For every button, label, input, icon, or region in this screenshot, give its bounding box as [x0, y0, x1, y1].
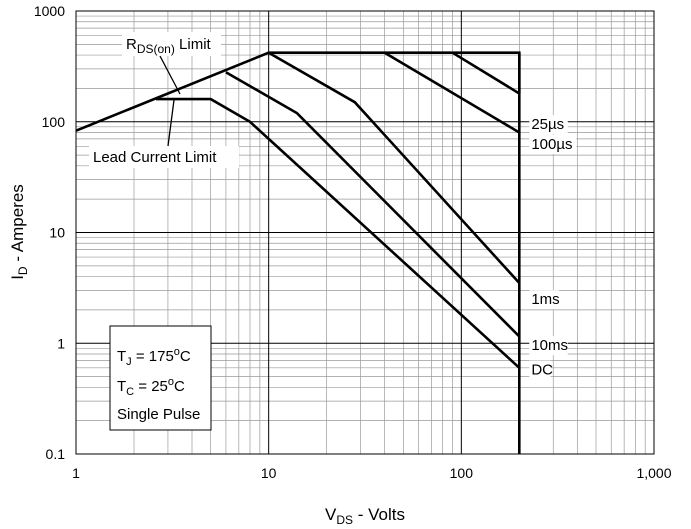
series-labels: 25µs 100µs 1ms 10ms DC — [529, 115, 577, 380]
x-tick-labels: 1 10 100 1,000 — [72, 465, 672, 481]
rds-limit-leader — [159, 55, 181, 95]
lead-limit-label-box — [89, 146, 239, 168]
curve-1ms — [451, 51, 520, 95]
lead-limit-label: Lead Current Limit — [93, 149, 217, 166]
series-label-bg — [529, 134, 577, 154]
condition-tc-tail: C — [174, 378, 185, 395]
condition-tc-sup: o — [168, 376, 174, 388]
series-label: 10ms — [531, 337, 568, 354]
rds-limit-label-box — [122, 32, 221, 56]
y-axis-sub: D — [16, 266, 30, 275]
condition-tj-sub: J — [126, 356, 132, 368]
y-tick-label: 0.1 — [46, 446, 66, 462]
x-axis-rest: - Volts — [353, 505, 405, 524]
series-label: 1ms — [531, 291, 559, 308]
series-label-bg — [529, 360, 551, 380]
condition-single-pulse: Single Pulse — [117, 406, 200, 423]
rds-limit-sub: DS(on) — [137, 42, 175, 56]
x-tick-label: 10 — [261, 465, 277, 481]
y-axis-rest: - Amperes — [8, 184, 27, 266]
condition-tj-tail: C — [180, 348, 191, 365]
x-tick-label: 1,000 — [636, 465, 671, 481]
condition-tj-main: T — [117, 348, 126, 365]
curve-100s — [384, 51, 520, 134]
x-axis-sub: DS — [336, 513, 353, 527]
y-tick-label: 1 — [57, 335, 65, 351]
series-label-bg — [529, 290, 560, 310]
lead-limit-leader — [167, 99, 175, 147]
condition-tj-sup: o — [174, 346, 180, 358]
condition-tc-main: T — [117, 378, 126, 395]
condition-tc: TC = 25oC — [117, 376, 185, 398]
y-tick-label: 1000 — [34, 3, 65, 19]
x-axis-title: VDS - Volts — [325, 505, 405, 527]
series-label-bg — [529, 115, 568, 135]
y-tick-label: 10 — [49, 225, 65, 241]
y-tick-label: 100 — [42, 114, 66, 130]
y-tick-labels: 0.1 1 10 100 1000 — [34, 3, 65, 462]
soa-curves — [75, 51, 521, 454]
series-label: 25µs — [531, 116, 564, 133]
series-label: DC — [531, 361, 553, 378]
curve-1ms — [268, 51, 521, 284]
curve-dc — [156, 97, 521, 369]
curve-10ms — [225, 71, 521, 338]
x-axis-main: V — [325, 505, 337, 524]
condition-tc-sub: C — [126, 386, 134, 398]
condition-tc-rest: = 25 — [134, 378, 168, 395]
series-label: 100µs — [531, 136, 572, 153]
condition-tj-rest: = 175 — [132, 348, 174, 365]
x-tick-label: 100 — [450, 465, 474, 481]
conditions-box — [109, 325, 212, 431]
series-label-bg — [529, 336, 568, 356]
y-axis-title: ID - Amperes — [8, 184, 30, 280]
rds-limit-main: R — [126, 36, 137, 53]
y-axis-main: I — [8, 275, 27, 280]
rds-limit-rest: Limit — [175, 36, 212, 53]
x-tick-label: 1 — [72, 465, 80, 481]
rds-limit-label: RDS(on) Limit — [126, 36, 212, 56]
condition-tj: TJ = 175oC — [117, 346, 191, 368]
